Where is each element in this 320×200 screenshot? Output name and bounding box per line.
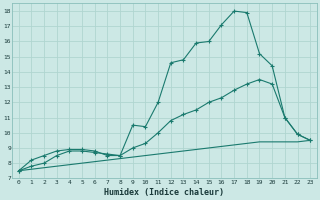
X-axis label: Humidex (Indice chaleur): Humidex (Indice chaleur) <box>104 188 224 197</box>
